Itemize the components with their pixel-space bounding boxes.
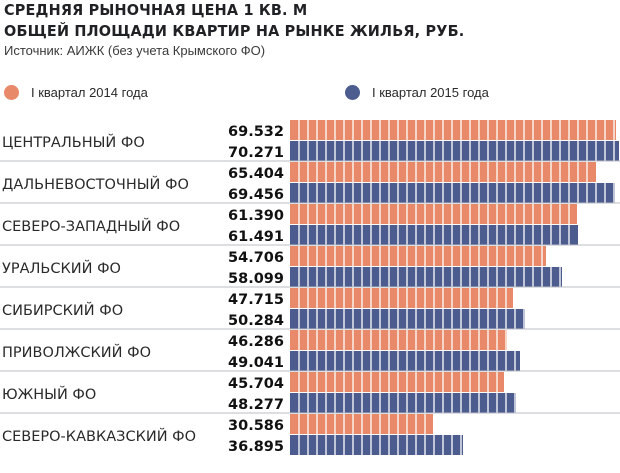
bar-2015 xyxy=(290,351,520,371)
bar-2014 xyxy=(290,414,433,434)
region-label: СЕВЕРО-КАВКАЗСКИЙ ФО xyxy=(2,427,196,445)
region-label: ЦЕНТРАЛЬНЫЙ ФО xyxy=(2,133,145,151)
legend-marker-2015 xyxy=(345,84,360,100)
bar-2014 xyxy=(290,120,616,140)
chart-title-line-2: ОБЩЕЙ ПЛОЩАДИ КВАРТИР НА РЫНКЕ ЖИЛЬЯ, РУ… xyxy=(4,22,465,40)
value-label: 69.456 xyxy=(228,187,284,203)
value-label: 45.704 xyxy=(228,376,284,392)
value-label: 49.041 xyxy=(228,355,284,371)
region-label: СИБИРСКИЙ ФО xyxy=(2,301,123,319)
legend-item-2015: I квартал 2015 года xyxy=(345,81,489,103)
legend-label-2015: I квартал 2015 года xyxy=(372,84,489,100)
value-label: 48.277 xyxy=(228,397,284,413)
value-label: 36.895 xyxy=(228,439,284,455)
chart-source: Источник: АИЖК (без учета Крымского ФО) xyxy=(4,43,266,58)
legend-item-2014: I квартал 2014 года xyxy=(4,81,148,103)
value-label: 61.390 xyxy=(228,208,284,224)
bar-2014 xyxy=(290,162,596,182)
value-label: 58.099 xyxy=(228,271,284,287)
chart-title: СРЕДНЯЯ РЫНОЧНАЯ ЦЕНА 1 КВ. М ОБЩЕЙ ПЛОЩ… xyxy=(4,0,573,42)
value-label: 61.491 xyxy=(228,229,284,245)
value-label: 69.532 xyxy=(228,124,284,140)
bar-2014 xyxy=(290,372,504,392)
value-label: 70.271 xyxy=(228,145,284,161)
value-label: 50.284 xyxy=(228,313,284,329)
bar-2015 xyxy=(290,267,562,287)
legend-label-2014: I квартал 2014 года xyxy=(31,84,148,100)
bar-2015 xyxy=(290,435,463,455)
bar-2014 xyxy=(290,288,513,308)
bar-2015 xyxy=(290,393,516,413)
bar-2015 xyxy=(290,141,619,161)
value-label: 54.706 xyxy=(228,250,284,266)
region-label: ЮЖНЫЙ ФО xyxy=(2,385,96,403)
value-label: 47.715 xyxy=(228,292,284,308)
bar-2014 xyxy=(290,246,546,266)
region-label: ПРИВОЛЖСКИЙ ФО xyxy=(2,343,151,361)
legend-marker-2014 xyxy=(4,84,19,100)
chart-title-line-1: СРЕДНЯЯ РЫНОЧНАЯ ЦЕНА 1 КВ. М xyxy=(4,1,308,19)
region-label: УРАЛЬСКИЙ ФО xyxy=(2,259,121,277)
value-label: 65.404 xyxy=(228,166,284,182)
region-label: ДАЛЬНЕВОСТОЧНЫЙ ФО xyxy=(2,175,189,193)
value-label: 46.286 xyxy=(228,334,284,350)
bar-2014 xyxy=(290,204,577,224)
bar-2015 xyxy=(290,183,615,203)
bar-2015 xyxy=(290,309,525,329)
value-label: 30.586 xyxy=(228,418,284,434)
bar-2014 xyxy=(290,330,507,350)
bar-2015 xyxy=(290,225,578,245)
region-label: СЕВЕРО-ЗАПАДНЫЙ ФО xyxy=(2,217,180,235)
